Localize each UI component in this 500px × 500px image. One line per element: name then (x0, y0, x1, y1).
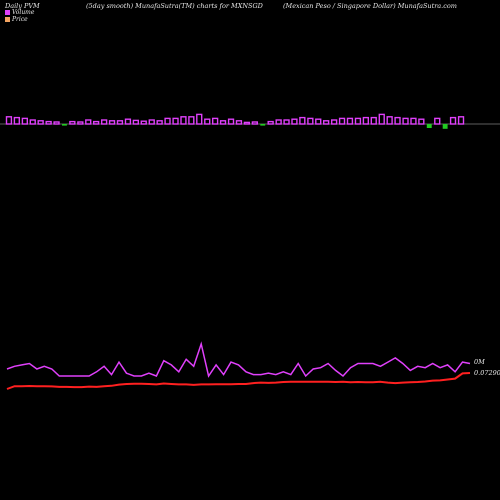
volume-bar (148, 119, 155, 125)
volume-bar (307, 117, 314, 125)
volume-bar (45, 120, 52, 125)
volume-bar (180, 116, 187, 125)
legend: Volume Price (5, 9, 34, 23)
volume-line (6, 341, 471, 378)
volume-bar (235, 120, 243, 125)
volume-bar (243, 121, 250, 125)
volume-bar (37, 120, 44, 125)
price-swatch-icon (5, 17, 10, 22)
legend-price-label: Price (12, 16, 28, 23)
volume-bar (378, 113, 385, 125)
volume-bar (291, 118, 298, 125)
volume-bar (5, 116, 13, 125)
volume-bar (386, 116, 393, 125)
volume-bar (346, 117, 354, 125)
volume-bar (69, 120, 76, 125)
chart-title-left: Daily PVM (5, 2, 40, 10)
volume-bar (283, 119, 290, 125)
volume-bar (116, 120, 124, 125)
volume-bar (100, 119, 108, 125)
volume-bar (323, 120, 330, 125)
volume-bar (53, 121, 60, 125)
volume-bar (227, 118, 235, 125)
volume-bar (299, 116, 306, 125)
legend-volume-label: Volume (12, 9, 35, 16)
volume-bar (211, 117, 219, 125)
volume-bar (172, 117, 179, 125)
volume-bar (124, 118, 132, 125)
volume-bar (267, 120, 274, 125)
volume-bar (164, 117, 171, 125)
price-line (6, 372, 471, 390)
volume-bar (13, 116, 20, 125)
volume-bar (442, 124, 448, 129)
volume-bar (402, 117, 409, 125)
legend-price: Price (5, 16, 34, 23)
volume-swatch-icon (5, 10, 10, 15)
volume-bar (92, 120, 100, 125)
volume-bar (338, 117, 346, 125)
volume-bar (362, 116, 369, 125)
volume-bar (219, 120, 227, 125)
volume-bar (251, 121, 258, 125)
price-last-label: 0.07290 (474, 369, 500, 377)
volume-bar (77, 121, 84, 125)
chart-title-middle: (5day smooth) MunafaSutra(TM) charts for… (86, 2, 263, 10)
volume-bar (434, 117, 441, 125)
volume-bar (108, 120, 116, 125)
volume-bar (85, 119, 92, 125)
volume-bar (21, 117, 28, 125)
volume-bar (394, 116, 401, 125)
volume-bar (426, 124, 432, 128)
volume-bar (315, 118, 322, 125)
volume-bar (29, 119, 36, 125)
volume-bar (140, 120, 147, 125)
volume-bar (260, 124, 266, 126)
volume-bar (204, 118, 211, 125)
volume-bars (5, 113, 465, 129)
volume-bar (275, 119, 282, 125)
volume-bar (354, 117, 362, 125)
volume-bar (410, 117, 417, 125)
volume-bar (156, 120, 163, 125)
volume-bar (62, 124, 67, 126)
volume-bar (188, 116, 195, 125)
volume-bar (449, 116, 457, 125)
chart-title-right: (Mexican Peso / Singapore Dollar) Munafa… (283, 2, 457, 10)
volume-bar (132, 119, 139, 125)
volume-last-label: 0M (474, 358, 485, 366)
legend-volume: Volume (5, 9, 34, 16)
volume-bar (331, 119, 338, 125)
volume-bar (418, 118, 425, 125)
volume-bar (370, 116, 377, 125)
volume-bar (457, 116, 465, 125)
volume-bar (196, 113, 203, 125)
